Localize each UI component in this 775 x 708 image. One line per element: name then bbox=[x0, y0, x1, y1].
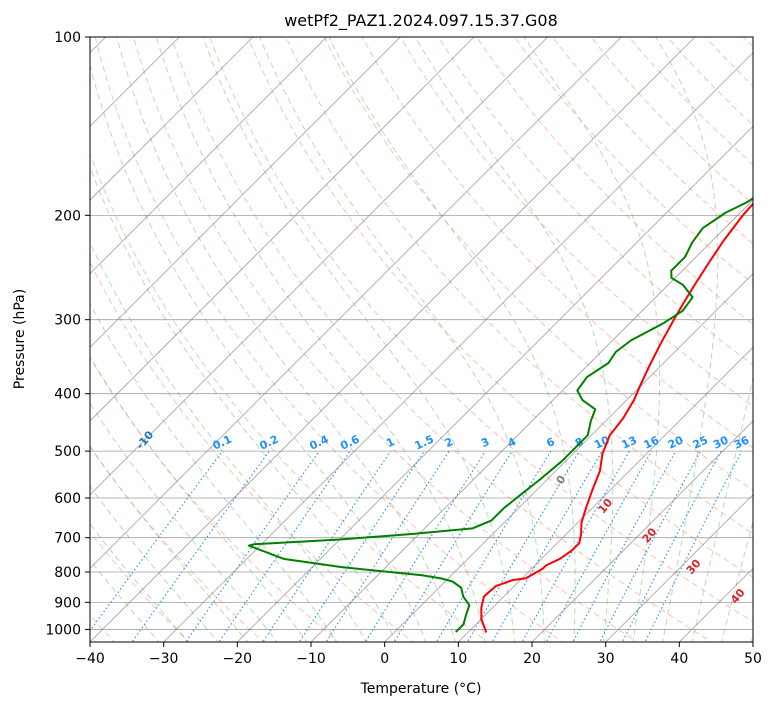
mixing-ratio-label: 16 bbox=[642, 433, 662, 451]
y-tick-label: 400 bbox=[54, 387, 81, 403]
mixing-ratio-line bbox=[325, 450, 450, 642]
isobar-gridlines bbox=[90, 37, 753, 630]
y-tick-label: 600 bbox=[54, 491, 81, 507]
mixing-ratio-lines bbox=[90, 450, 743, 642]
y-axis-label: Pressure (hPa) bbox=[12, 289, 28, 389]
mixing-ratio-line bbox=[466, 450, 580, 642]
chart-title: wetPf2_PAZ1.2024.097.15.37.G08 bbox=[284, 11, 558, 31]
y-tick-label: 100 bbox=[54, 30, 81, 46]
mixing-ratio-label: 25 bbox=[691, 434, 710, 452]
dry-adiabat bbox=[514, 37, 753, 285]
mixing-ratio-label: 13 bbox=[620, 434, 639, 452]
dry-adiabat bbox=[475, 37, 753, 325]
y-axis-ticks: 1000 900 800 700 600 500 400 300 200 100 bbox=[45, 30, 90, 638]
mixing-ratio-line bbox=[90, 450, 223, 632]
y-tick-label: 500 bbox=[54, 444, 81, 460]
x-tick-label: 0 bbox=[380, 651, 389, 667]
dry-adiabat bbox=[90, 152, 489, 642]
x-tick-label: 20 bbox=[523, 651, 541, 667]
mixing-ratio-line bbox=[131, 450, 270, 642]
moist-adiabat bbox=[90, 241, 367, 642]
isotherm-line bbox=[90, 37, 401, 348]
isotherm-line bbox=[237, 125, 753, 642]
x-tick-label: −10 bbox=[296, 651, 326, 667]
x-tick-label: 50 bbox=[744, 651, 762, 667]
temperature-line bbox=[480, 202, 753, 633]
isotherm-line bbox=[531, 420, 753, 642]
isotherm-line bbox=[90, 37, 254, 201]
isotherm-line bbox=[310, 199, 753, 642]
isotherm-line bbox=[163, 52, 753, 642]
mixing-ratio-line bbox=[262, 450, 392, 642]
mixing-ratio-line bbox=[298, 450, 425, 642]
y-tick-label: 1000 bbox=[45, 622, 81, 638]
plot-area: -100-90-80-70-60-50-40-30-20-10010203040… bbox=[90, 37, 753, 642]
x-tick-label: 40 bbox=[670, 651, 688, 667]
x-tick-label: 30 bbox=[597, 651, 615, 667]
y-tick-label: 700 bbox=[54, 531, 81, 547]
mixing-ratio-line bbox=[572, 450, 677, 642]
mixing-ratio-line bbox=[364, 450, 486, 642]
y-tick-label: 200 bbox=[54, 208, 81, 224]
isotherm-line bbox=[90, 37, 475, 422]
isotherm-line bbox=[605, 494, 753, 642]
dewpoint-line bbox=[247, 197, 753, 633]
mixing-ratio-label: 30 bbox=[711, 433, 731, 451]
skewed-isotherms bbox=[90, 37, 753, 642]
isotherm-line bbox=[90, 37, 327, 275]
isotherm-line bbox=[90, 37, 622, 569]
y-tick-label: 300 bbox=[54, 313, 81, 329]
mixing-ratio-line bbox=[599, 450, 702, 642]
isotherm-line bbox=[458, 346, 753, 642]
x-tick-label: −20 bbox=[223, 651, 253, 667]
mixing-ratio-label: 36 bbox=[732, 433, 752, 451]
mixing-ratio-line bbox=[218, 450, 351, 642]
moist-adiabat bbox=[90, 165, 397, 642]
y-tick-label: 900 bbox=[54, 595, 81, 611]
mixing-ratio-label: 20 bbox=[666, 433, 686, 451]
isotherm-line bbox=[384, 273, 753, 642]
x-axis-ticks: −40 −30 −20 −10 0 10 20 30 40 50 bbox=[75, 642, 762, 667]
mixing-ratio-line bbox=[185, 450, 320, 642]
isotherm-line bbox=[90, 37, 696, 642]
y-tick-label: 800 bbox=[54, 565, 81, 581]
dry-adiabat bbox=[90, 260, 414, 642]
x-tick-label: −40 bbox=[75, 651, 105, 667]
mixing-ratio-line bbox=[393, 450, 513, 642]
x-tick-label: −30 bbox=[149, 651, 179, 667]
mixing-ratio-line bbox=[621, 450, 722, 642]
plot-frame bbox=[89, 36, 754, 643]
x-axis-label: Temperature (°C) bbox=[360, 681, 482, 697]
x-tick-label: 10 bbox=[449, 651, 467, 667]
mixing-ratio-label: 10 bbox=[592, 433, 612, 451]
isotherm-line bbox=[90, 37, 548, 496]
profile-series bbox=[247, 197, 753, 633]
